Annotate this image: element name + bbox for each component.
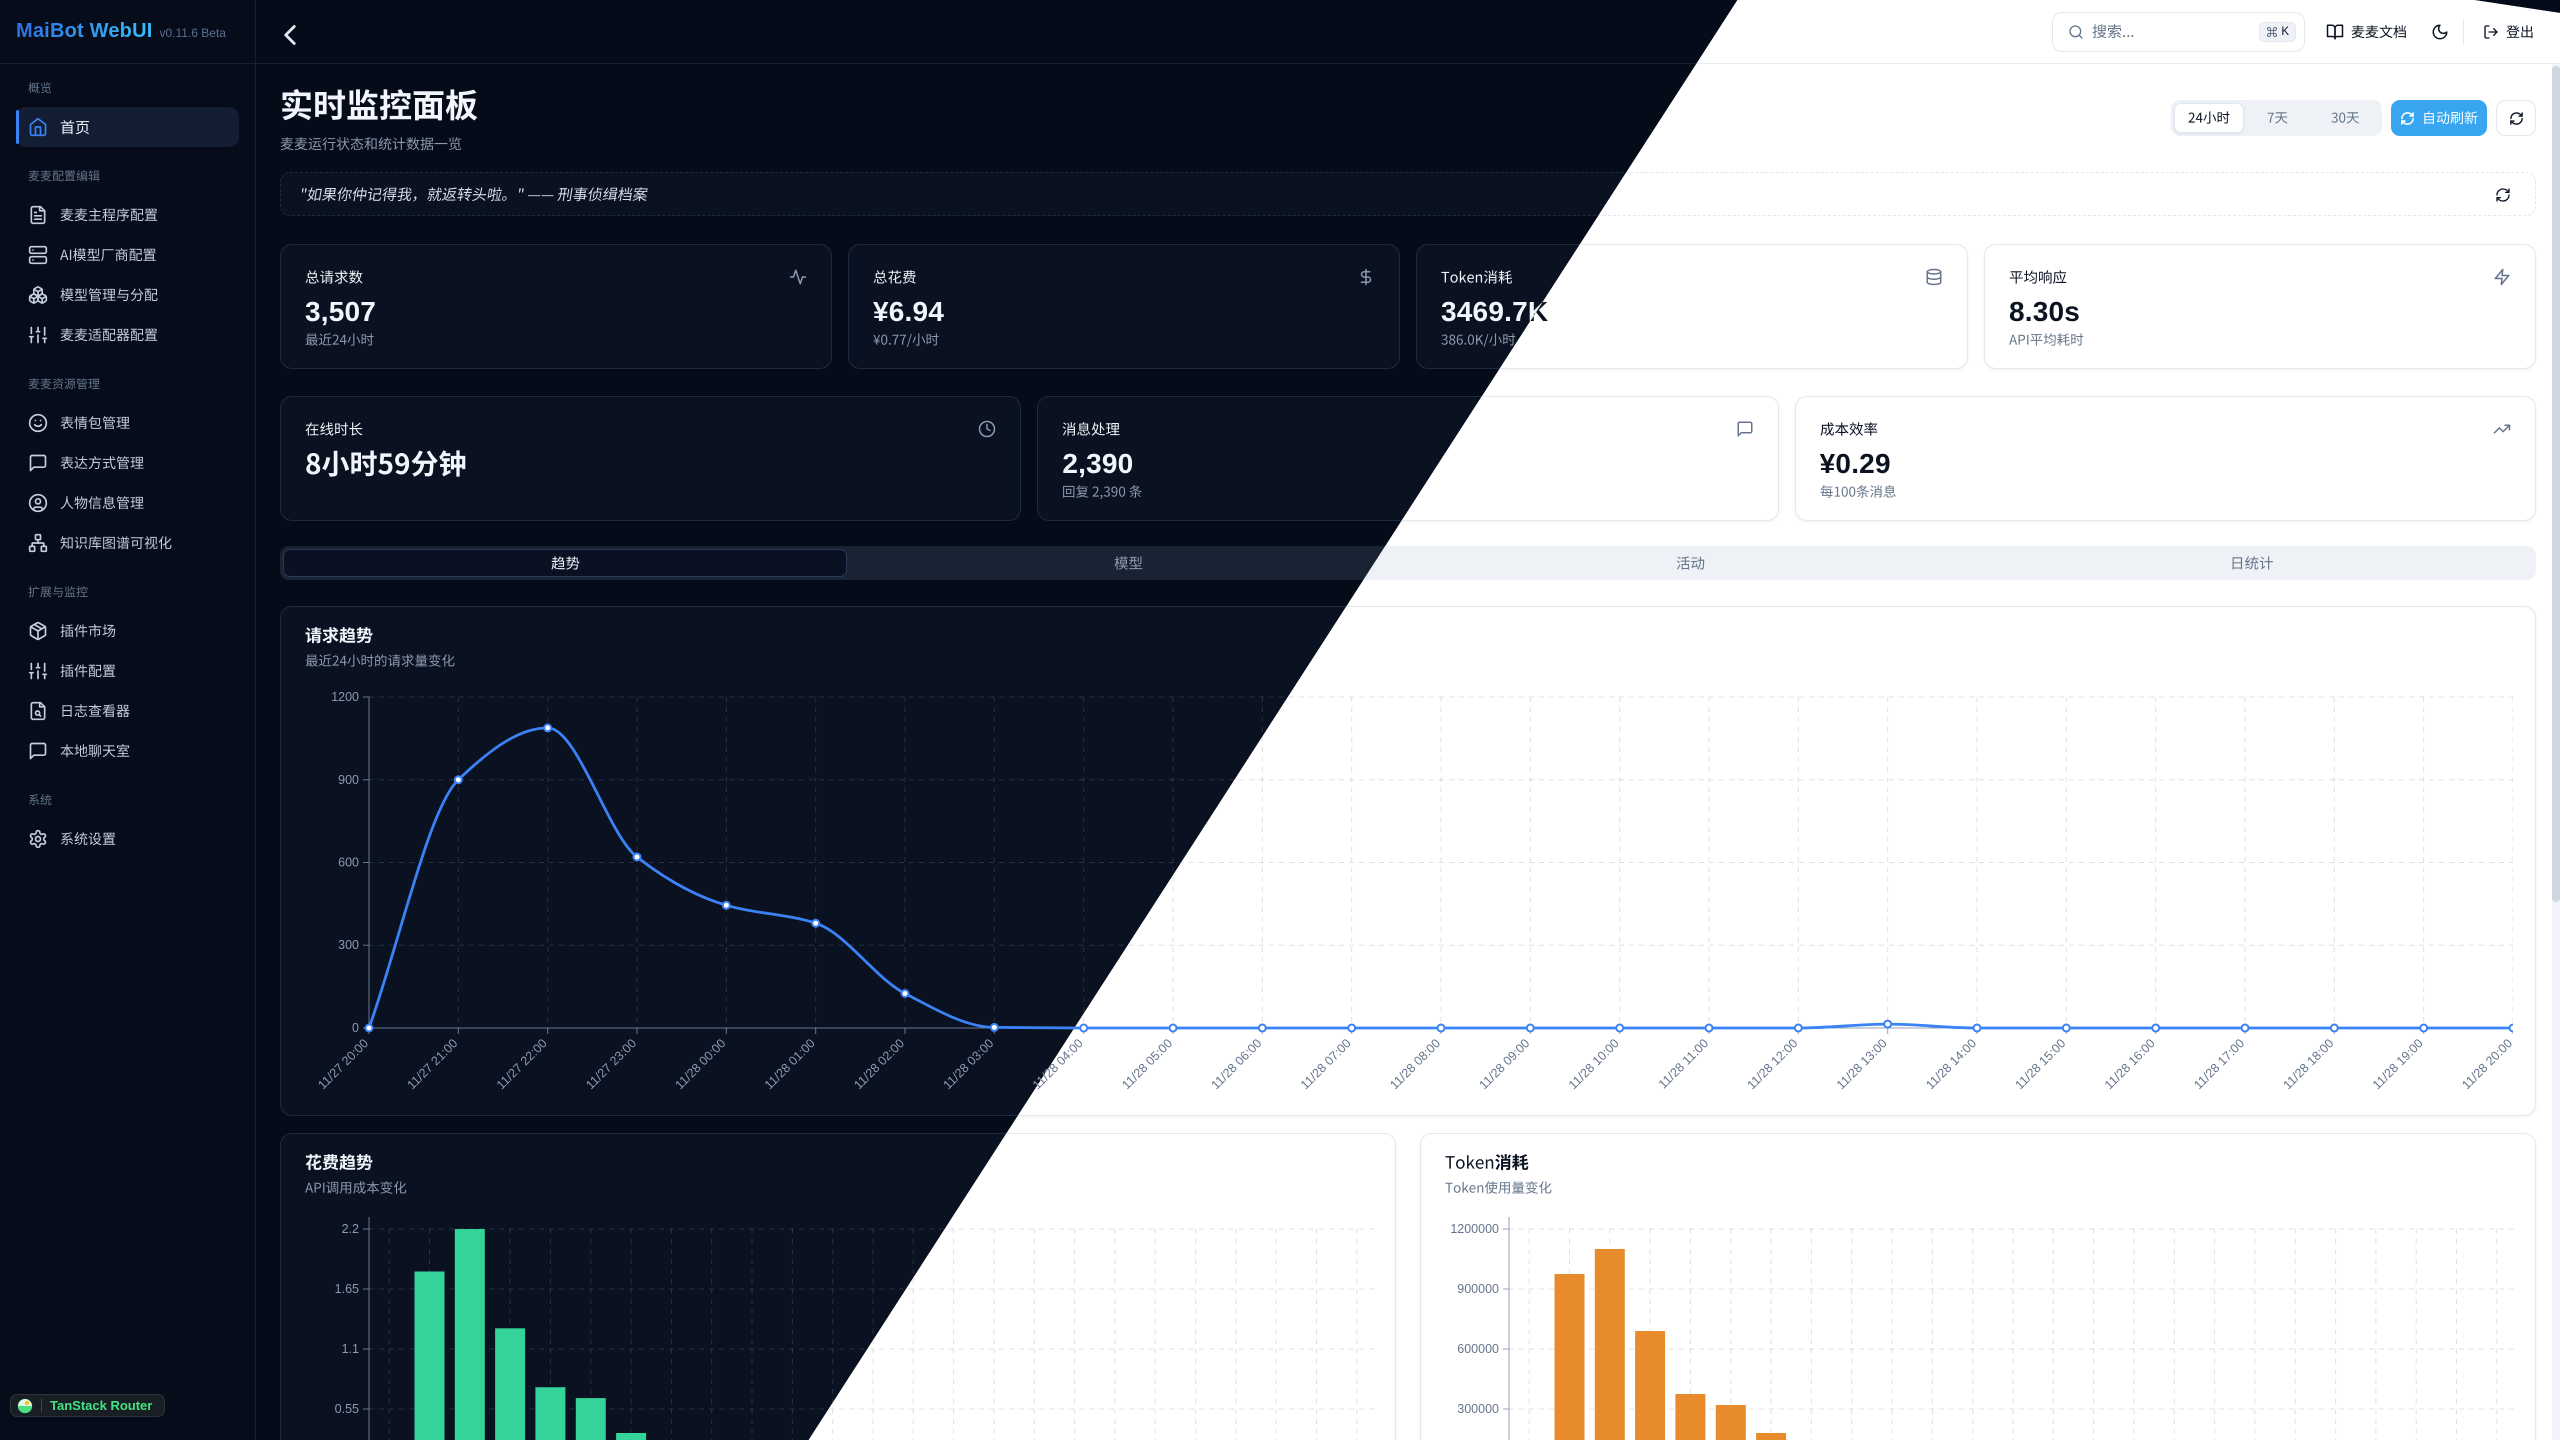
svg-text:11/28 14:00: 11/28 14:00 (1923, 1036, 1979, 1092)
svg-text:11/28 05:00: 11/28 05:00 (1119, 1036, 1175, 1092)
svg-text:11/28 20:00: 11/28 20:00 (2459, 1036, 2513, 1092)
svg-text:300: 300 (338, 938, 359, 952)
svg-text:11/28 10:00: 11/28 10:00 (1566, 1036, 1622, 1092)
svg-text:300000: 300000 (1457, 1402, 1499, 1416)
svg-text:2.2: 2.2 (342, 1222, 359, 1236)
svg-text:11/28 13:00: 11/28 13:00 (1834, 1036, 1890, 1092)
svg-text:1.1: 1.1 (342, 1342, 359, 1356)
svg-text:1200000: 1200000 (1450, 1222, 1499, 1236)
svg-text:11/28 00:00: 11/28 00:00 (672, 1036, 728, 1092)
svg-text:11/27 22:00: 11/27 22:00 (494, 1036, 550, 1092)
svg-text:600000: 600000 (1457, 1342, 1499, 1356)
svg-text:11/28 12:00: 11/28 12:00 (1744, 1036, 1800, 1092)
svg-text:11/28 18:00: 11/28 18:00 (2280, 1036, 2336, 1092)
svg-text:11/28 03:00: 11/28 03:00 (940, 1036, 996, 1092)
svg-text:11/28 02:00: 11/28 02:00 (851, 1036, 907, 1092)
svg-text:11/28 07:00: 11/28 07:00 (1298, 1036, 1354, 1092)
svg-text:11/28 09:00: 11/28 09:00 (1476, 1036, 1532, 1092)
svg-text:11/28 16:00: 11/28 16:00 (2102, 1036, 2158, 1092)
svg-text:1200: 1200 (331, 690, 359, 704)
svg-text:11/28 19:00: 11/28 19:00 (2370, 1036, 2426, 1092)
svg-text:11/27 23:00: 11/27 23:00 (583, 1036, 639, 1092)
svg-text:11/28 01:00: 11/28 01:00 (762, 1036, 818, 1092)
svg-text:11/28 15:00: 11/28 15:00 (2012, 1036, 2068, 1092)
svg-text:11/27 21:00: 11/27 21:00 (404, 1036, 460, 1092)
svg-text:900: 900 (338, 773, 359, 787)
svg-text:11/28 08:00: 11/28 08:00 (1387, 1036, 1443, 1092)
svg-text:11/28 11:00: 11/28 11:00 (1656, 1036, 1711, 1091)
svg-text:11/27 20:00: 11/27 20:00 (315, 1036, 371, 1092)
svg-text:11/28 17:00: 11/28 17:00 (2191, 1036, 2247, 1092)
svg-text:600: 600 (338, 856, 359, 870)
svg-text:1.65: 1.65 (335, 1282, 359, 1296)
svg-text:0.55: 0.55 (335, 1402, 359, 1416)
svg-text:900000: 900000 (1457, 1282, 1499, 1296)
svg-text:0: 0 (352, 1021, 359, 1035)
svg-text:11/28 06:00: 11/28 06:00 (1208, 1036, 1264, 1092)
